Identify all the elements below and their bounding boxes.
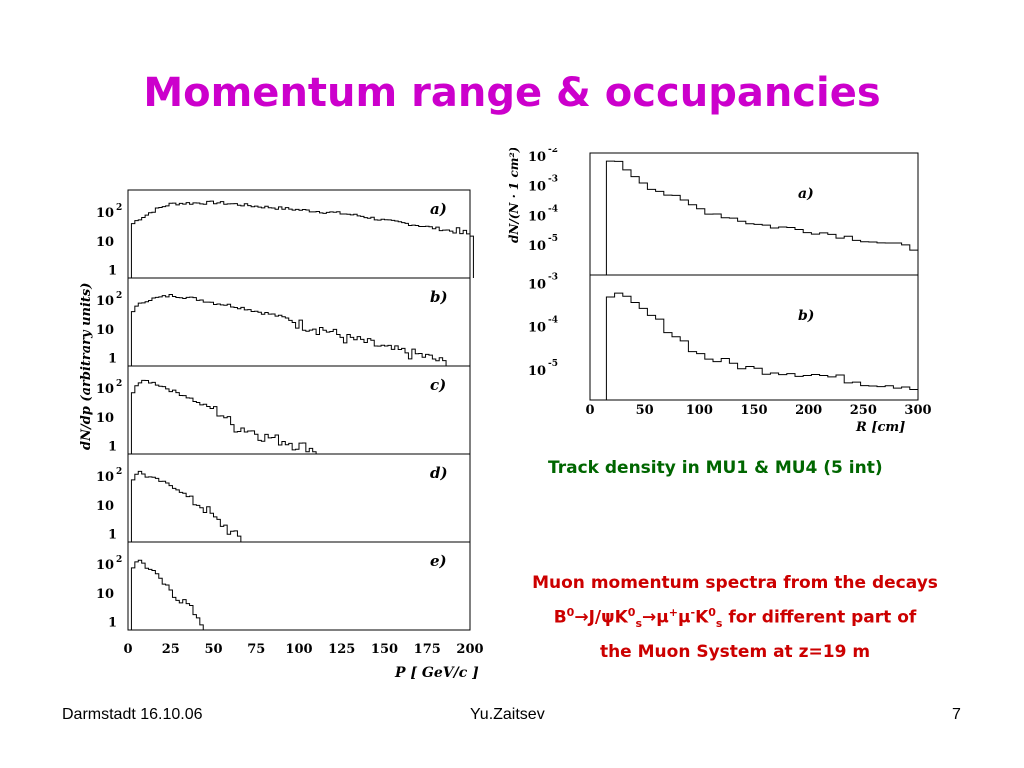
ytick-10-2: 10 [528, 150, 546, 165]
ytick-100: 10 [96, 470, 114, 485]
ytick-10: 10 [96, 411, 114, 426]
xtick-100: 100 [686, 403, 713, 418]
panel-frame [589, 274, 919, 401]
density-panel-2: 10-310-410 -5b) [528, 273, 919, 401]
ytick-100-exp: 2 [116, 555, 122, 565]
xtick-75: 75 [247, 642, 265, 657]
panel-label: d) [430, 464, 448, 482]
ytick-100-exp: 2 [116, 203, 122, 213]
histogram-e) [130, 559, 204, 631]
panel-frame [589, 152, 919, 276]
ytick-exp-3: -3 [548, 273, 558, 283]
muon-spectra-caption: Muon momentum spectra from the decays B0… [500, 569, 970, 667]
left-xlabel: P [ GeV/c ] [394, 665, 479, 681]
panel-frame [127, 453, 471, 543]
ytick-exp-3: -3 [548, 175, 558, 185]
histogram-d) [130, 470, 242, 543]
panel-label: b) [430, 288, 448, 306]
panel-label: c) [430, 376, 446, 394]
ytick-10: 10 [96, 587, 114, 602]
histogram-c) [130, 379, 317, 455]
xtick-0: 0 [585, 403, 594, 418]
xtick-150: 150 [740, 403, 767, 418]
footer-page-number: 7 [952, 706, 961, 723]
ytick-1: 1 [108, 263, 117, 278]
panel-label: e) [430, 552, 447, 570]
ytick-100-exp: 2 [116, 467, 122, 477]
ytick-10-4: 10 [528, 209, 546, 224]
caption-line-2: B0→J/ψK0s→μ+μ-K0s for different part of [553, 606, 917, 631]
right-ylabel: dN/(N · 1 cm²) [507, 148, 521, 243]
right-panels: 10-210-310-410 -5a)10-310-410 -5b) [528, 148, 919, 401]
ytick-1: 1 [108, 351, 117, 366]
ytick-10: 10 [96, 235, 114, 250]
track-density-figure: dN/(N · 1 cm²) 10-210-310-410 -5a)10 -310-… [507, 148, 932, 435]
xtick-125: 125 [328, 642, 355, 657]
density-panel-1: 10-210-310-410 -5a) [528, 148, 919, 276]
ytick-10-3: 10 [528, 180, 546, 195]
panel-label: a) [430, 200, 447, 218]
ytick-100: 10 [96, 206, 114, 221]
histogram-a) [130, 200, 474, 279]
ytick-1: 1 [108, 615, 117, 630]
slide-title: Momentum range & occupancies [143, 70, 881, 116]
ytick-100: 10 [96, 558, 114, 573]
ytick-exp-4: -4 [548, 204, 558, 214]
ytick-100-exp: 2 [116, 379, 122, 389]
panel-frame [127, 541, 471, 631]
density-histogram-b) [605, 292, 919, 400]
xtick-250: 250 [850, 403, 877, 418]
ytick-100: 10 [96, 382, 114, 397]
ytick-10: 10 [96, 499, 114, 514]
left-xticks: 0 25 50 75 100 125 150 175 200 [123, 642, 483, 657]
xtick-25: 25 [162, 642, 180, 657]
right-xticks: 0 50 100 150 200 250 300 [585, 403, 931, 418]
ytick-exp-5: -5 [548, 359, 558, 369]
caption-line-3: the Muon System at z=19 m [599, 642, 871, 663]
xtick-150: 150 [371, 642, 398, 657]
ytick-exp-5: -5 [548, 234, 558, 244]
density-histogram-a) [605, 160, 919, 275]
footer-author: Yu.Zaitsev [470, 706, 545, 723]
right-xlabel: R [cm] [855, 420, 905, 435]
ytick-10-4: 10 [528, 321, 546, 336]
xtick-100: 100 [285, 642, 312, 657]
panel-frame [127, 365, 471, 455]
ytick-100: 10 [96, 294, 114, 309]
xtick-175: 175 [414, 642, 441, 657]
xtick-50: 50 [636, 403, 654, 418]
ytick-10-5: 10 [528, 364, 546, 379]
ytick-1: 1 [108, 439, 117, 454]
panel-label: b) [798, 308, 814, 324]
xtick-200: 200 [795, 403, 822, 418]
xtick-0: 0 [123, 642, 132, 657]
xtick-200: 200 [456, 642, 483, 657]
histogram-b) [130, 294, 447, 367]
ytick-10: 10 [96, 323, 114, 338]
xtick-50: 50 [204, 642, 222, 657]
ytick-1: 1 [108, 527, 117, 542]
left-ylabel: dN/dp (arbitrary units) [79, 283, 94, 450]
ytick-exp-2: -2 [548, 148, 558, 155]
ytick-exp-4: -4 [548, 316, 558, 326]
footer-date: Darmstadt 16.10.06 [62, 706, 203, 723]
xtick-300: 300 [904, 403, 931, 418]
ytick-10-3: 10 [528, 278, 546, 293]
ytick-100-exp: 2 [116, 291, 122, 301]
track-density-caption: Track density in MU1 & MU4 (5 int) [548, 458, 883, 478]
ytick-10-5: 10 [528, 239, 546, 254]
panel-label: a) [798, 186, 814, 202]
caption-line-1: Muon momentum spectra from the decays [532, 573, 938, 593]
